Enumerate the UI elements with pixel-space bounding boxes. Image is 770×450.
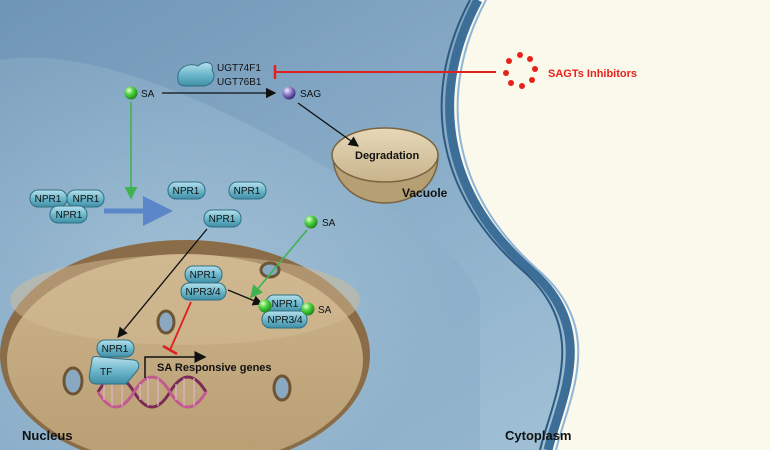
npr1-label: NPR1 (102, 344, 129, 355)
nuclear-pore (156, 309, 176, 335)
npr34-inhibition-bar (162, 344, 178, 356)
ugt-enzyme-icon (177, 62, 215, 87)
transcription-start-arrow (144, 351, 207, 378)
npr1-to-nucleus-arrow (117, 228, 208, 339)
npr1-label: NPR1 (190, 270, 217, 281)
cell-membrane-outer (456, 0, 580, 450)
ugt76b1-label: UGT76B1 (217, 77, 262, 88)
sag-molecule-icon (282, 86, 296, 100)
npr1-label: NPR1 (56, 210, 83, 221)
cell-membrane (445, 0, 575, 450)
cell-membrane-inner (440, 0, 564, 450)
sa-molecule-icon (304, 215, 318, 229)
npr1-label: NPR1 (209, 214, 236, 225)
sa-mid-label: SA (322, 218, 336, 229)
ugt74f1-label: UGT74F1 (217, 63, 261, 74)
npr1-unit (96, 339, 135, 358)
npr34-unit (180, 282, 227, 301)
nucleus-label: Nucleus (22, 428, 73, 443)
sa-molecule-icon (301, 302, 315, 316)
degradation-label: Degradation (355, 150, 419, 162)
tf-protein (88, 355, 140, 385)
sag-label: SAG (300, 89, 321, 100)
sa-molecule-icon (124, 86, 138, 100)
sa-binding-arrow (249, 229, 308, 299)
sagts-inhibitors-label: SAGTs Inhibitors (548, 68, 637, 80)
nuclear-pore (62, 366, 84, 396)
npr1-monomer (228, 181, 267, 200)
sagts-inhibitors-icon (503, 52, 538, 89)
npr1-label: NPR1 (173, 186, 200, 197)
npr1-oligomer (29, 189, 105, 224)
vacuole-label: Vacuole (402, 186, 448, 200)
tf-label: TF (100, 367, 112, 378)
nuclear-pore (259, 261, 281, 279)
npr34-label: NPR3/4 (267, 315, 302, 326)
npr1-monomer (167, 181, 206, 200)
npr1-label: NPR1 (272, 299, 299, 310)
sa-top-label: SA (141, 89, 155, 100)
npr34-unit (261, 310, 308, 329)
npr34-label: NPR3/4 (185, 287, 220, 298)
npr1-label: NPR1 (35, 194, 62, 205)
npr34-inhibition-line (169, 301, 192, 351)
npr1-label: NPR1 (234, 186, 261, 197)
extracellular-space (449, 0, 770, 450)
sag-to-vacuole-arrow (297, 102, 360, 147)
nuclear-pore (272, 374, 292, 402)
complex-transition-arrow (227, 289, 264, 306)
sa-molecule-icon (258, 299, 272, 313)
npr1-monomer (203, 209, 242, 228)
sa-responsive-genes-label: SA Responsive genes (157, 362, 272, 374)
npr1-label: NPR1 (73, 194, 100, 205)
sa-bound-label: SA (318, 305, 332, 316)
cytoplasm-label: Cytoplasm (505, 428, 571, 443)
